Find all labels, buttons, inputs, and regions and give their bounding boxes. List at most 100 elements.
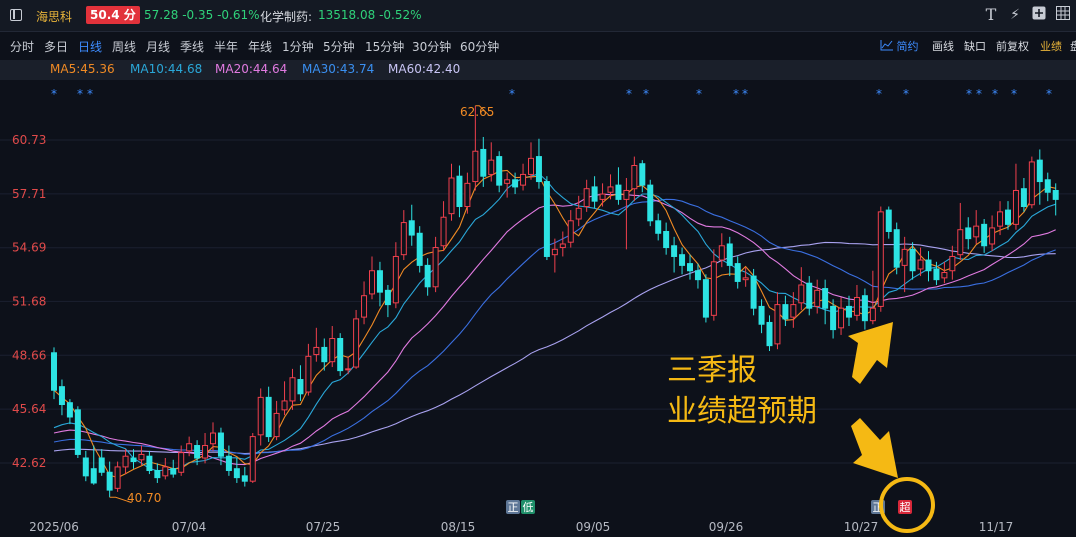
title-bar: 海思科 50.4 分 57.28 -0.35 -0.61% 化学制药: 1351… [0, 0, 1076, 32]
candle-body [321, 346, 328, 363]
candle-body [329, 338, 336, 363]
text-tool-icon[interactable]: T [985, 5, 997, 24]
gap-button[interactable]: 缺口 [964, 40, 986, 53]
draw-line-button[interactable]: 画线 [932, 40, 954, 53]
candle-body [369, 270, 375, 295]
candle [1005, 201, 1011, 230]
candle [194, 440, 201, 466]
tab-period[interactable]: 5分钟 [323, 40, 355, 54]
star-marker-icon: * [1046, 87, 1052, 101]
ma20-label: MA20:44.64 [215, 62, 288, 76]
candle [337, 333, 344, 376]
price: 57.28 [144, 8, 179, 22]
window-icon[interactable] [10, 9, 22, 21]
candle-body [901, 248, 908, 266]
candle [925, 251, 932, 282]
x-tick-label: 09/26 [709, 520, 744, 534]
candle-body [655, 220, 662, 234]
marker-low-bg [521, 500, 535, 514]
candle-body [758, 305, 765, 325]
candle-body [51, 352, 57, 391]
candle-body [456, 175, 463, 208]
candle [51, 347, 57, 400]
candle [750, 268, 757, 316]
candle-body [289, 377, 296, 402]
candle-body [718, 245, 725, 261]
tab-period[interactable]: 周线 [112, 40, 137, 54]
ma5-label: MA5:45.36 [50, 62, 115, 76]
tab-period[interactable]: 30分钟 [412, 40, 452, 54]
candle [361, 281, 368, 325]
tab-period[interactable]: 分时 [10, 40, 35, 54]
candle-body [925, 259, 932, 272]
candle-body [138, 453, 145, 461]
candle [456, 165, 463, 218]
tab-period[interactable]: 60分钟 [460, 40, 500, 54]
candle-body [202, 445, 209, 459]
candle-body [305, 355, 312, 393]
candle-body [217, 432, 224, 457]
candle [790, 292, 797, 328]
x-tick-label: 10/27 [844, 520, 879, 534]
candle [973, 210, 980, 244]
candle-body [917, 259, 924, 270]
sector-quote: 13518.08 -0.52% [318, 8, 422, 22]
candle [504, 172, 511, 198]
candle [718, 233, 725, 268]
candle-body [623, 189, 630, 200]
star-marker-icon: * [966, 87, 972, 101]
y-tick-label: 45.64 [12, 402, 46, 416]
candle [543, 176, 550, 261]
x-tick-label: 07/04 [172, 520, 207, 534]
stock-name[interactable]: 海思科 [36, 10, 73, 24]
tab-period[interactable]: 月线 [146, 40, 171, 54]
sector-value: 13518.08 [318, 8, 376, 22]
price-change-pct: -0.61% [217, 8, 260, 22]
candle-body [98, 457, 105, 473]
star-marker-icon: * [87, 87, 93, 101]
candle [671, 236, 678, 273]
candle-body [949, 255, 956, 272]
grid-icon[interactable] [1054, 6, 1072, 24]
candle [162, 458, 169, 480]
candle [496, 151, 503, 193]
candle [400, 210, 407, 261]
candle [480, 136, 487, 187]
kline-chart[interactable]: * * * * * * * * * * * * * * * * 60.7357.7154.6951.6848.… [0, 80, 1076, 537]
simple-mode-button[interactable]: 简约 [880, 38, 919, 54]
score-badge[interactable]: 50.4 分 [86, 6, 140, 24]
candle-body [58, 386, 65, 405]
candle [154, 463, 161, 483]
high-pointer [475, 105, 490, 116]
tab-period[interactable]: 年线 [248, 40, 273, 54]
tab-period[interactable]: 多日 [44, 40, 69, 54]
candle-body [488, 159, 495, 175]
candle [98, 449, 105, 476]
tab-period[interactable]: 15分钟 [365, 40, 405, 54]
flash-icon[interactable]: ⚡ [1010, 7, 1020, 23]
candle-body [846, 305, 852, 318]
star-marker-icon: * [696, 87, 702, 101]
candle [957, 202, 964, 261]
candle [1036, 149, 1043, 205]
more-button[interactable]: 盘 [1070, 40, 1076, 53]
adjust-button[interactable]: 前复权 [996, 40, 1029, 53]
x-tick-label: 09/05 [576, 520, 611, 534]
performance-button[interactable]: 业绩 [1040, 40, 1062, 53]
arrow-down-icon [851, 418, 898, 478]
candle-body [647, 184, 654, 222]
marker-zheng: 正 [508, 501, 519, 514]
candle-body [973, 225, 980, 238]
candle-body [798, 284, 805, 304]
tab-period-active[interactable]: 日线 [78, 40, 103, 54]
tab-period[interactable]: 半年 [214, 40, 239, 54]
add-icon[interactable] [1030, 6, 1048, 24]
star-marker-icon: * [876, 87, 882, 101]
star-marker-icon: * [992, 87, 998, 101]
candle-body [146, 455, 153, 471]
candle-body [353, 318, 360, 368]
tab-period[interactable]: 1分钟 [282, 40, 314, 54]
sector-change-pct: -0.52% [379, 8, 422, 22]
tab-period[interactable]: 季线 [180, 40, 205, 54]
candle-body [376, 270, 383, 293]
